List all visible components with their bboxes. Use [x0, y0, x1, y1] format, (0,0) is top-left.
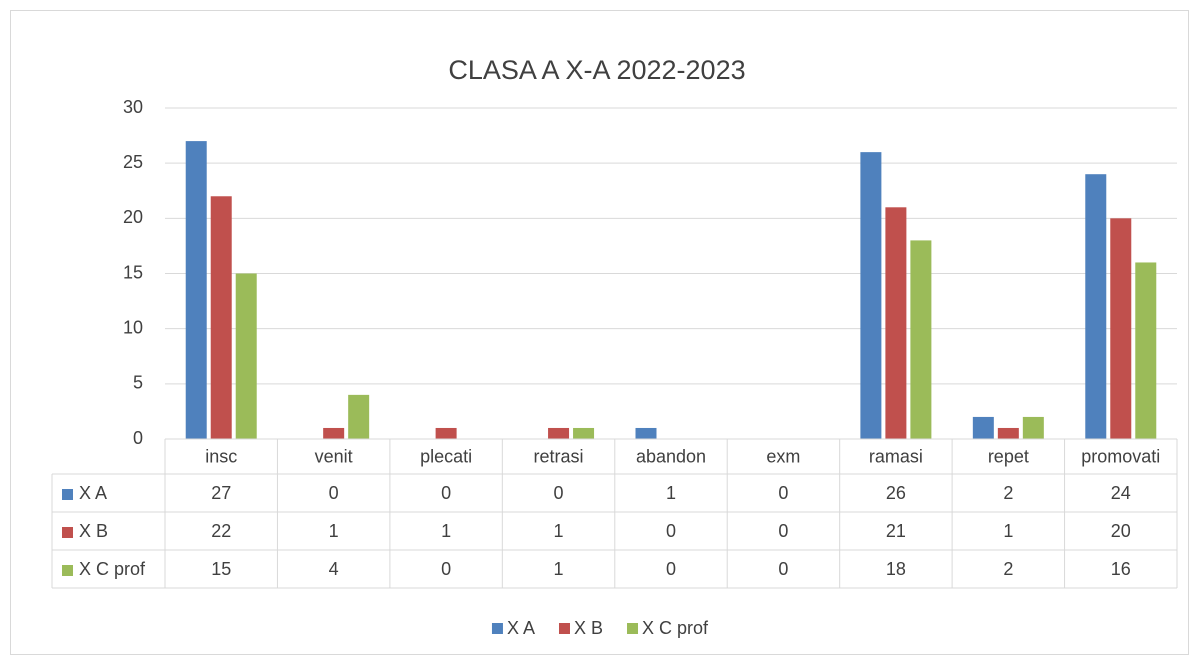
table-value: 18: [886, 559, 906, 579]
table-value: 2: [1003, 559, 1013, 579]
x-tick-label: repet: [988, 446, 1029, 466]
bar: [997, 427, 1019, 439]
y-tick-label: 10: [123, 317, 143, 337]
x-tick-label: venit: [315, 446, 353, 466]
chart-border: [10, 10, 1189, 655]
y-tick-label: 30: [123, 97, 143, 117]
bar: [885, 207, 907, 439]
bar: [1085, 174, 1107, 439]
table-legend-key: [62, 489, 73, 500]
bar: [348, 394, 370, 439]
table-value: 15: [211, 559, 231, 579]
table-series-name: X A: [79, 483, 107, 503]
table-legend-key: [62, 527, 73, 538]
table-value: 0: [666, 559, 676, 579]
bar: [1110, 218, 1132, 439]
bar: [185, 141, 207, 439]
table-value: 21: [886, 521, 906, 541]
table-value: 22: [211, 521, 231, 541]
x-tick-label: plecati: [420, 446, 472, 466]
legend-label: X A: [507, 618, 535, 638]
x-tick-label: retrasi: [534, 446, 584, 466]
y-tick-label: 20: [123, 207, 143, 227]
table-legend-key: [62, 565, 73, 576]
table-value: 1: [554, 559, 564, 579]
y-tick-label: 25: [123, 152, 143, 172]
legend-key: [558, 623, 570, 634]
legend-key: [491, 623, 503, 634]
table-value: 26: [886, 483, 906, 503]
table-value: 0: [778, 559, 788, 579]
table-value: 2: [1003, 483, 1013, 503]
table-value: 0: [441, 559, 451, 579]
bar: [910, 240, 932, 439]
table-value: 1: [329, 521, 339, 541]
bar: [972, 416, 994, 439]
x-tick-label: insc: [205, 446, 237, 466]
table-series-name: X C prof: [79, 559, 146, 579]
table-value: 24: [1111, 483, 1131, 503]
y-tick-label: 5: [133, 373, 143, 393]
bar: [1022, 416, 1044, 439]
bar: [210, 196, 232, 439]
table-value: 0: [329, 483, 339, 503]
x-tick-label: exm: [766, 446, 800, 466]
table-value: 0: [778, 521, 788, 541]
table-value: 1: [1003, 521, 1013, 541]
table-value: 0: [441, 483, 451, 503]
chart-title: CLASA A X-A 2022-2023: [448, 55, 745, 85]
x-tick-label: ramasi: [869, 446, 923, 466]
table-value: 20: [1111, 521, 1131, 541]
bar: [635, 427, 657, 439]
x-tick-label: promovati: [1081, 446, 1160, 466]
bar: [573, 427, 595, 439]
table-value: 4: [329, 559, 339, 579]
table-value: 1: [554, 521, 564, 541]
bar: [860, 152, 882, 439]
x-tick-label: abandon: [636, 446, 706, 466]
table-value: 0: [778, 483, 788, 503]
bar: [323, 427, 345, 439]
legend-label: X B: [574, 618, 603, 638]
table-series-name: X B: [79, 521, 108, 541]
table-value: 0: [666, 521, 676, 541]
bar: [435, 427, 457, 439]
bar: [1135, 262, 1157, 439]
y-tick-label: 0: [133, 428, 143, 448]
legend-key: [627, 623, 639, 634]
table-value: 16: [1111, 559, 1131, 579]
table-value: 0: [554, 483, 564, 503]
table-value: 1: [441, 521, 451, 541]
table-value: 1: [666, 483, 676, 503]
y-tick-label: 15: [123, 262, 143, 282]
table-value: 27: [211, 483, 231, 503]
bar: [235, 273, 257, 439]
legend-label: X C prof: [642, 618, 709, 638]
bar: [548, 427, 570, 439]
